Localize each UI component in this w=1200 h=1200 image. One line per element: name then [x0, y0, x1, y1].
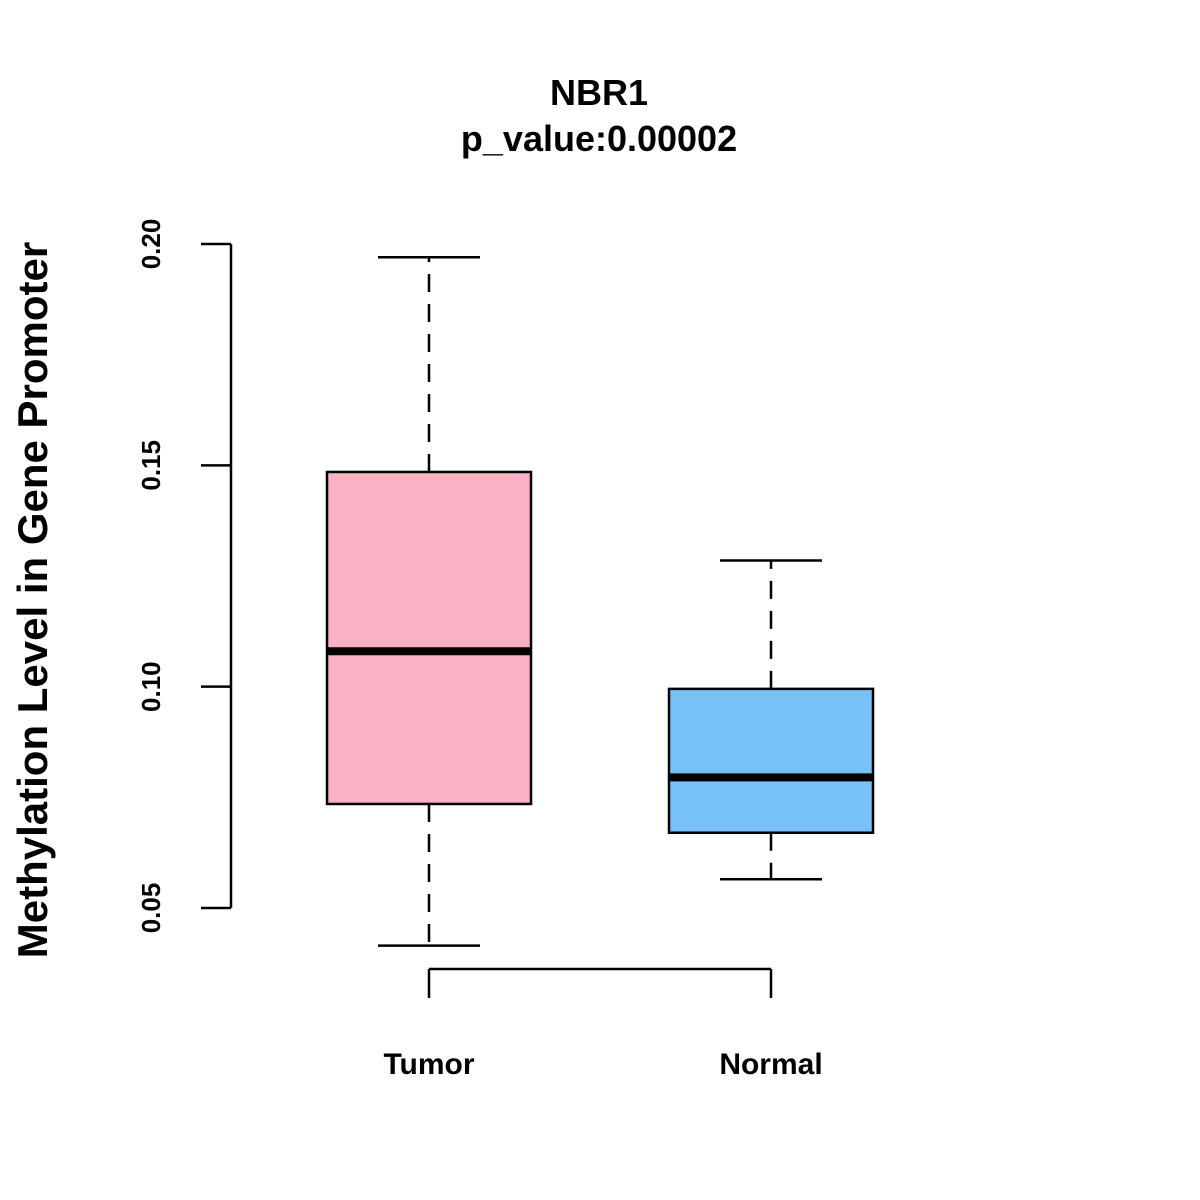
iqr-box	[325, 470, 533, 806]
chart-title: NBR1	[550, 72, 648, 113]
x-tick-label-tumor: Tumor	[383, 1048, 474, 1081]
y-axis: 0.05 0.10 0.15 0.20	[136, 219, 233, 934]
iqr-box	[667, 687, 875, 834]
x-tick-label-normal: Normal	[719, 1048, 822, 1081]
box-tumor	[325, 256, 533, 947]
chart-subtitle: p_value:0.00002	[461, 118, 737, 159]
x-axis-labels: Tumor Normal	[383, 1048, 822, 1081]
x-axis-bracket	[427, 967, 773, 998]
y-tick-label-1: 0.10	[136, 661, 166, 712]
y-tick-label-3: 0.20	[136, 219, 166, 270]
box-normal	[667, 559, 875, 881]
y-tick-label-2: 0.15	[136, 440, 166, 491]
boxes-group	[325, 256, 875, 947]
y-tick-label-0: 0.05	[136, 883, 166, 934]
y-axis-label: Methylation Level in Gene Promoter	[9, 242, 56, 958]
